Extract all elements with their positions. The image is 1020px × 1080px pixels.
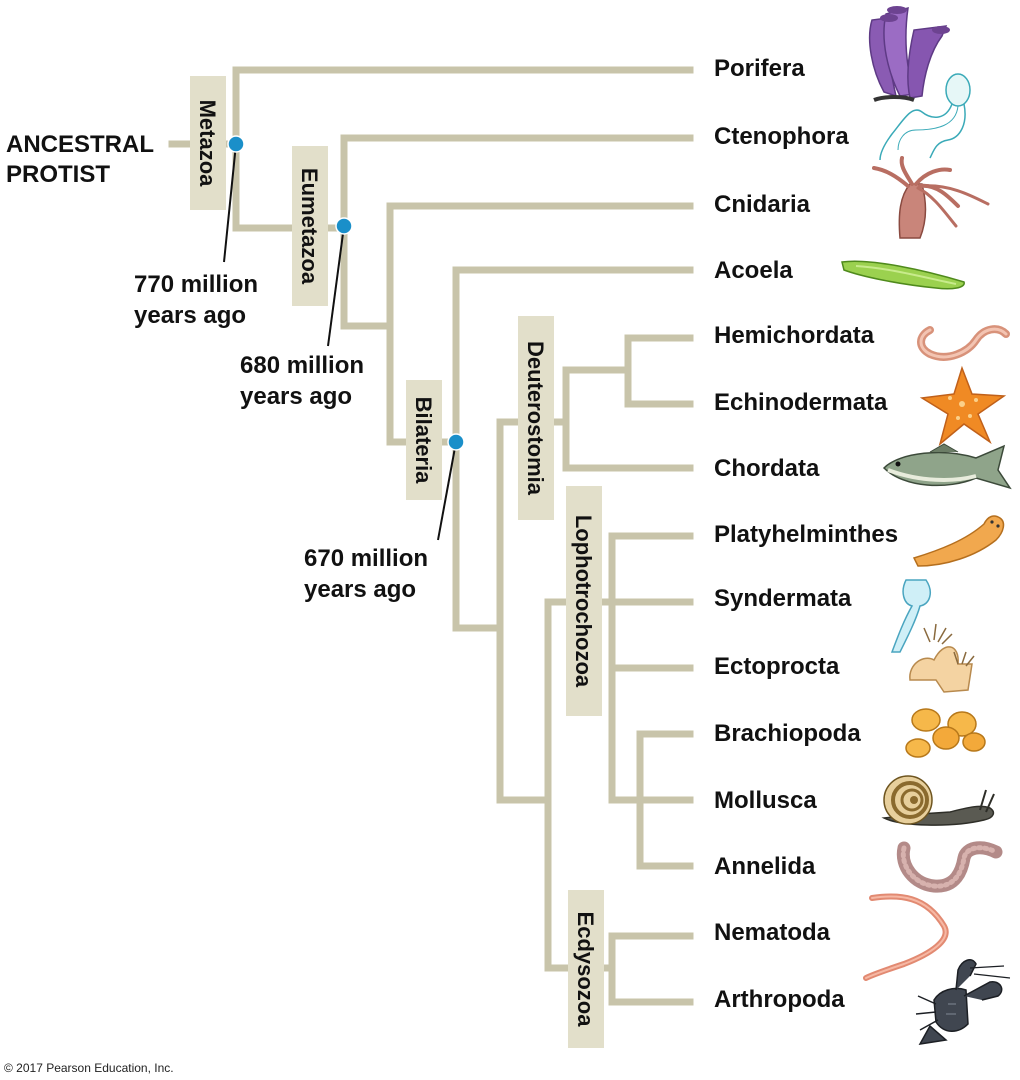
taxon-annelida: Annelida [714, 853, 816, 880]
age-bilateria-line-1: 670 million [304, 545, 428, 572]
root-label-line-1: ANCESTRAL [6, 131, 154, 158]
clade-bilateria-label: Bilateria [411, 397, 436, 485]
taxon-platyhelminthes: Platyhelminthes [714, 521, 898, 548]
fish-icon [882, 443, 1012, 490]
clade-eumetazoa: Eumetazoa [292, 146, 328, 306]
clade-lophotrochozoa-label: Lophotrochozoa [571, 515, 596, 688]
comb-jelly-icon [879, 73, 971, 161]
clade-ecdysozoa-label: Ecdysozoa [573, 912, 598, 1028]
clade-deuterostomia-label: Deuterostomia [523, 341, 548, 496]
taxon-cnidaria: Cnidaria [714, 191, 811, 218]
taxon-syndermata: Syndermata [714, 585, 852, 612]
clade-ecdysozoa: Ecdysozoa [568, 890, 604, 1048]
acorn-worm-icon [917, 325, 1010, 361]
taxon-chordata: Chordata [714, 455, 820, 482]
node-marker-eumetazoa [335, 217, 353, 235]
leader-bilateria [437, 441, 457, 541]
age-eumetazoa-line-1: 680 million [240, 352, 364, 379]
root-label-line-2: PROTIST [6, 161, 110, 188]
flatworm-icon [912, 515, 1005, 567]
age-bilateria-line-2: years ago [304, 576, 416, 603]
clade-lophotrochozoa: Lophotrochozoa [566, 486, 602, 716]
root-label: ANCESTRAL PROTIST [6, 131, 154, 188]
lobster-icon [915, 959, 1011, 1045]
rotifer-icon [890, 579, 932, 653]
sponge-icon [868, 6, 950, 102]
taxon-mollusca: Mollusca [714, 787, 817, 814]
earthworm-icon [896, 841, 1003, 893]
taxon-nematoda: Nematoda [714, 919, 831, 946]
acoel-flatworm-icon [841, 260, 965, 290]
age-eumetazoa-line-2: years ago [240, 383, 352, 410]
lamp-shell-icon [905, 708, 986, 758]
age-metazoa-line-2: years ago [134, 302, 246, 329]
taxon-porifera: Porifera [714, 55, 805, 82]
clade-bilateria: Bilateria [406, 380, 442, 500]
clade-metazoa: Metazoa [190, 76, 226, 210]
divergence-annotations: 770 million years ago 680 million years … [134, 135, 465, 603]
taxon-ectoprocta: Ectoprocta [714, 653, 840, 680]
clade-eumetazoa-label: Eumetazoa [297, 168, 322, 285]
taxon-labels: Porifera Ctenophora Cnidaria Acoela Hemi… [714, 55, 898, 1013]
node-marker-bilateria [447, 433, 465, 451]
sea-star-icon [919, 365, 1007, 447]
leader-metazoa [223, 143, 237, 263]
clade-labels: Metazoa Eumetazoa Bilateria Deuterostomi… [190, 76, 604, 1048]
taxon-brachiopoda: Brachiopoda [714, 720, 861, 747]
taxon-echinodermata: Echinodermata [714, 389, 888, 416]
copyright-notice: © 2017 Pearson Education, Inc. [4, 1061, 174, 1075]
taxon-arthropoda: Arthropoda [714, 986, 845, 1013]
clade-metazoa-label: Metazoa [195, 100, 220, 188]
leader-eumetazoa [327, 225, 345, 347]
roundworm-icon [863, 893, 949, 981]
clade-deuterostomia: Deuterostomia [518, 316, 554, 520]
organism-illustrations [841, 6, 1012, 1045]
node-marker-metazoa [227, 135, 245, 153]
taxon-ctenophora: Ctenophora [714, 123, 849, 150]
snail-icon [881, 775, 995, 826]
tree-branches [168, 66, 694, 1006]
bryozoan-icon [909, 623, 975, 693]
hydra-icon [872, 156, 990, 239]
taxon-hemichordata: Hemichordata [714, 322, 875, 349]
age-metazoa-line-1: 770 million [134, 271, 258, 298]
taxon-acoela: Acoela [714, 257, 793, 284]
